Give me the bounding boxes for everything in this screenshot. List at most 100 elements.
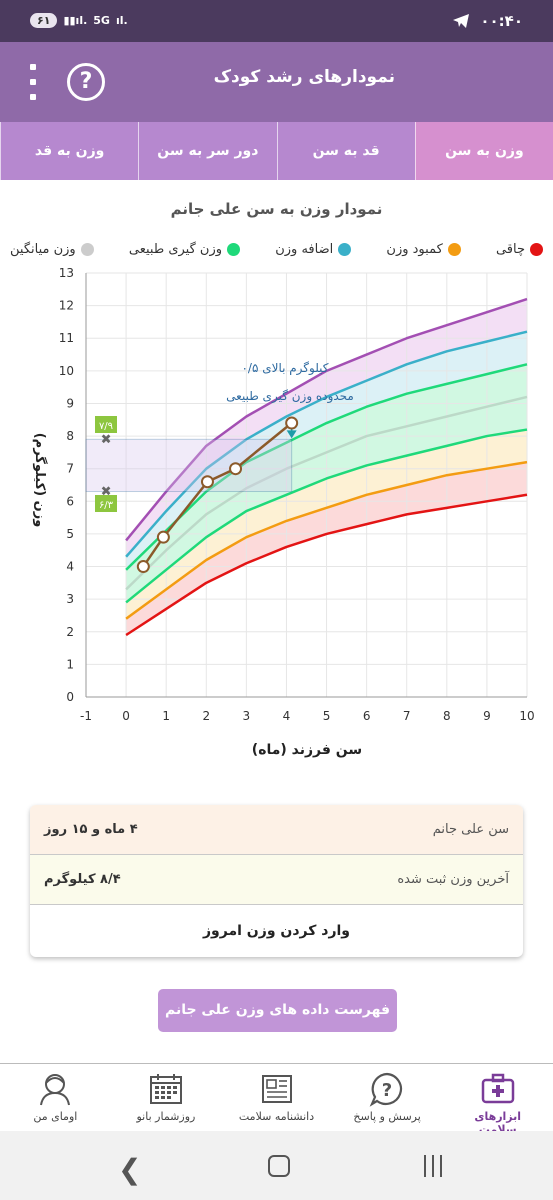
nav-health-tools[interactable]: ابزارهای سلامت: [456, 1064, 540, 1136]
annotation-line-1: ۰/۵ کیلوگرم بالای: [241, 361, 328, 376]
upper-range-badge: [95, 416, 117, 433]
legend-item-average: وزن میانگین: [10, 242, 94, 257]
y-tick-label: 5: [66, 527, 74, 541]
x-tick-label: 5: [323, 709, 331, 723]
tab-head-for-age[interactable]: دور سر به سن: [138, 122, 276, 180]
y-axis-label: وزن (کیلوگرم): [32, 433, 48, 528]
help-icon[interactable]: ?: [67, 63, 105, 101]
nav-encyclopedia[interactable]: دانشنامه سلامت: [235, 1064, 319, 1131]
legend-label: چاقی: [495, 242, 525, 257]
chart-legend: چاقی کمبود وزن اضافه وزن وزن گیری طبیعی …: [10, 242, 543, 257]
legend-item-normal: وزن گیری طبیعی: [128, 242, 241, 257]
x-tick-label: 10: [519, 709, 534, 723]
x-tick-label: 6: [363, 709, 371, 723]
band-area: [126, 396, 527, 603]
svg-text:?: ?: [382, 1080, 392, 1101]
nav-qa[interactable]: ? پرسش و پاسخ: [345, 1064, 429, 1131]
page-title: نمودارهای رشد کودک: [213, 67, 395, 87]
y-tick-label: 0: [66, 690, 74, 704]
range-marker: ✖: [101, 432, 112, 447]
legend-label: وزن میانگین: [10, 242, 76, 257]
info-card: سن علی جانم ۴ ماه و ۱۵ روز آخرین وزن ثبت…: [30, 805, 523, 957]
last-weight-value: ۸/۴ کیلوگرم: [44, 872, 121, 887]
nav-profile[interactable]: اومای من: [13, 1064, 97, 1131]
last-weight-label: آخرین وزن ثبت شده: [397, 872, 509, 887]
series-line: [125, 493, 528, 637]
nav-label: اومای من: [33, 1110, 78, 1123]
legend-label: کمبود وزن: [386, 242, 443, 257]
x-tick-label: 1: [162, 709, 170, 723]
legend-label: اضافه وزن: [275, 242, 334, 257]
newspaper-icon: [235, 1070, 319, 1108]
y-tick-label: 9: [66, 396, 74, 410]
last-weight-row: آخرین وزن ثبت شده ۸/۴ کیلوگرم: [30, 855, 523, 905]
y-tick-label: 4: [66, 560, 74, 574]
lower-range-value: ۶/۳: [99, 500, 114, 511]
system-nav-bar: ❮: [0, 1131, 553, 1200]
medical-kit-icon: [456, 1070, 540, 1108]
excess-arrow: [286, 430, 297, 439]
x-tick-label: -1: [80, 709, 92, 723]
y-tick-label: 12: [59, 299, 74, 313]
y-tick-label: 8: [66, 429, 74, 443]
calendar-icon: [124, 1070, 208, 1108]
x-tick-label: 0: [122, 709, 130, 723]
legend-item-overweight: اضافه وزن: [275, 242, 352, 257]
back-icon[interactable]: ❮: [118, 1153, 142, 1186]
nav-label: روزشمار بانو: [136, 1110, 196, 1123]
legend-label: وزن گیری طبیعی: [128, 242, 223, 257]
nav-calendar[interactable]: روزشمار بانو: [124, 1064, 208, 1131]
enter-today-weight-button[interactable]: وارد کردن وزن امروز: [203, 923, 350, 939]
child-weight-point: [285, 416, 299, 430]
lower-range-badge: [95, 495, 117, 512]
chart-title: نمودار وزن به سن علی جانم: [170, 200, 383, 218]
legend-item-underweight: کمبود وزن: [386, 242, 461, 257]
bottom-nav: ابزارهای سلامت ? پرسش و پاسخ دانشنامه سل…: [0, 1063, 553, 1136]
upper-range-value: ۷/۹: [99, 421, 113, 432]
signal-icon-2: ıl.: [115, 14, 128, 27]
legend-dot: [227, 243, 241, 256]
series-line: [125, 460, 528, 620]
overflow-menu-icon[interactable]: [27, 64, 39, 100]
x-tick-label: 3: [243, 709, 251, 723]
x-tick-label: 2: [202, 709, 210, 723]
x-tick-label: 9: [483, 709, 491, 723]
normal-range-box: [85, 438, 293, 493]
clock: ۰۰:۴۰: [480, 12, 523, 30]
age-label: سن علی جانم: [432, 822, 509, 837]
annotation-line-2: محدوده وزن گیری طبیعی: [226, 389, 354, 404]
nav-label: دانشنامه سلامت: [238, 1110, 315, 1123]
series-line: [125, 395, 528, 591]
range-marker: ✖: [101, 485, 112, 500]
y-tick-label: 7: [66, 462, 74, 476]
legend-item-obesity: چاقی: [496, 242, 543, 257]
recent-apps-icon[interactable]: [424, 1155, 442, 1177]
network-type: 5G: [93, 14, 110, 27]
home-icon[interactable]: [268, 1155, 290, 1177]
app-bar: ? نمودارهای رشد کودک: [0, 42, 553, 122]
series-line: [125, 428, 528, 604]
x-tick-label: 7: [403, 709, 411, 723]
age-value: ۴ ماه و ۱۵ روز: [44, 822, 138, 837]
series-line: [125, 330, 528, 558]
x-tick-label: 4: [283, 709, 291, 723]
y-tick-label: 3: [66, 592, 74, 606]
tab-weight-for-age[interactable]: وزن به سن: [414, 122, 553, 180]
weight-list-button[interactable]: فهرست داده های وزن علی جانم: [158, 989, 397, 1032]
x-tick-label: 8: [443, 709, 451, 723]
legend-dot: [530, 243, 543, 256]
battery-indicator: ۶۱: [30, 13, 58, 28]
tab-bar: وزن به سن قد به سن دور سر به سن وزن به ق…: [0, 122, 553, 180]
y-tick-label: 11: [59, 331, 74, 345]
tab-weight-for-height[interactable]: وزن به قد: [0, 122, 138, 180]
series-line: [125, 363, 528, 571]
legend-dot: [447, 243, 461, 256]
child-weight-point: [156, 530, 170, 544]
legend-dot: [338, 243, 352, 256]
child-weight-point: [229, 462, 243, 476]
tab-height-for-age[interactable]: قد به سن: [276, 122, 415, 180]
child-weight-point: [136, 560, 150, 574]
y-tick-label: 1: [66, 657, 74, 671]
y-tick-label: 6: [66, 494, 74, 508]
